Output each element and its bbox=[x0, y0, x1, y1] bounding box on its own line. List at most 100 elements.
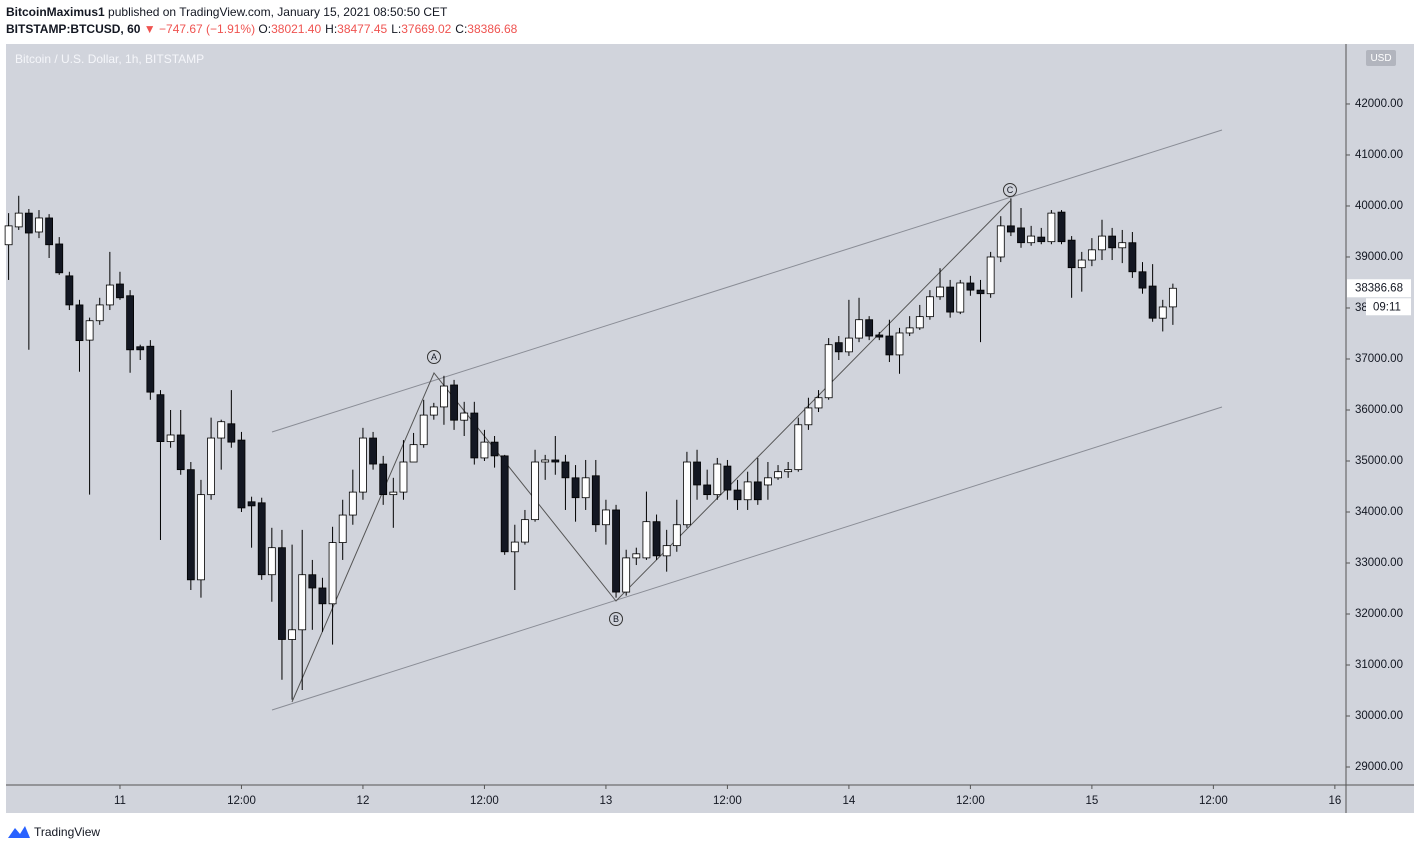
candle-body bbox=[379, 463, 388, 496]
x-tick-label: 16 bbox=[1328, 795, 1341, 807]
x-tick-label: 12 bbox=[357, 795, 370, 807]
candle-body bbox=[642, 521, 651, 559]
candle-body bbox=[966, 282, 975, 291]
y-tick-label: 34000.00 bbox=[1355, 506, 1403, 518]
candle-body bbox=[986, 256, 995, 295]
y-tick-label: 30000.00 bbox=[1355, 710, 1403, 722]
candle-body bbox=[561, 461, 570, 479]
candle-body bbox=[591, 475, 600, 526]
candle-body bbox=[895, 332, 904, 356]
candle-body bbox=[217, 421, 226, 439]
candle-body bbox=[105, 284, 114, 306]
candle-body bbox=[764, 477, 772, 486]
countdown: 09:11 bbox=[1373, 301, 1401, 313]
candle-body bbox=[1087, 249, 1096, 261]
x-tick-label: 12:00 bbox=[956, 795, 985, 807]
candle-body bbox=[1037, 236, 1046, 243]
candles bbox=[4, 195, 1177, 700]
y-tick-label: 39000.00 bbox=[1355, 251, 1403, 263]
wave-marker bbox=[427, 350, 441, 364]
y-tick-label: 36000.00 bbox=[1355, 404, 1403, 416]
candle-body bbox=[774, 471, 782, 479]
candle-body bbox=[227, 423, 236, 443]
wave-marker bbox=[609, 612, 623, 626]
publish-line: BitcoinMaximus1 published on TradingView… bbox=[6, 5, 447, 19]
candle-body bbox=[440, 385, 448, 408]
candle-body bbox=[1006, 225, 1015, 233]
wave-label: B bbox=[613, 614, 619, 624]
candle-body bbox=[814, 397, 823, 409]
candle-body bbox=[1017, 227, 1025, 244]
candle-body bbox=[257, 502, 266, 576]
x-tick-label: 13 bbox=[600, 795, 613, 807]
candle-body bbox=[632, 553, 641, 559]
candle-body bbox=[328, 542, 337, 605]
candle-body bbox=[875, 334, 884, 338]
x-tick-label: 12:00 bbox=[227, 795, 256, 807]
candle-body bbox=[197, 494, 205, 581]
candle-body bbox=[278, 547, 286, 640]
candle-body bbox=[237, 439, 246, 509]
candle-body bbox=[885, 335, 894, 356]
wave-label: A bbox=[431, 352, 437, 362]
x-tick-label: 12:00 bbox=[713, 795, 742, 807]
candle-body bbox=[672, 524, 681, 547]
candle-body bbox=[1108, 235, 1117, 249]
author: BitcoinMaximus1 bbox=[6, 5, 105, 19]
candle-body bbox=[409, 444, 418, 463]
candle-body bbox=[1027, 235, 1036, 244]
candle-body bbox=[1138, 271, 1147, 289]
candle-body bbox=[1168, 287, 1177, 308]
candle-body bbox=[75, 304, 84, 342]
candle-body bbox=[369, 437, 377, 465]
x-tick-label: 14 bbox=[843, 795, 856, 807]
published: published on TradingView.com, January 15… bbox=[108, 5, 448, 19]
y-tick-label: 40000.00 bbox=[1355, 200, 1403, 212]
candle-body bbox=[723, 465, 732, 491]
candle-body bbox=[683, 461, 691, 526]
candle-body bbox=[318, 587, 327, 605]
candle-body bbox=[996, 225, 1005, 258]
candle-body bbox=[166, 434, 175, 443]
last-price-box bbox=[1347, 279, 1411, 298]
candle-body bbox=[541, 459, 550, 463]
candle-body bbox=[612, 509, 620, 593]
brand-name: TradingView bbox=[34, 825, 100, 839]
candle-body bbox=[1057, 211, 1066, 243]
candle-body bbox=[824, 344, 833, 399]
candle-body bbox=[733, 489, 742, 501]
candle-body bbox=[915, 316, 924, 329]
candle-body bbox=[247, 501, 256, 507]
candle-body bbox=[652, 521, 661, 557]
y-tick-label: 33000.00 bbox=[1355, 557, 1403, 569]
candle-body bbox=[480, 441, 489, 459]
candle-body bbox=[298, 574, 307, 631]
candle-body bbox=[24, 212, 33, 234]
candle-body bbox=[551, 459, 560, 463]
candle-body bbox=[510, 541, 519, 553]
candle-body bbox=[176, 434, 185, 471]
candle-body bbox=[359, 437, 367, 493]
candle-body bbox=[753, 481, 762, 501]
candle-body bbox=[267, 547, 276, 576]
ohlc-label: H: bbox=[325, 22, 338, 36]
candle-body bbox=[936, 286, 944, 298]
y-tick-label: 41000.00 bbox=[1355, 149, 1403, 161]
candle-body bbox=[794, 424, 803, 471]
candle-body bbox=[126, 295, 134, 351]
abc-zigzag bbox=[291, 200, 1011, 703]
ohlc: O:38021.40 H:38477.45 L:37669.02 C:38386.68 bbox=[258, 22, 521, 36]
wave-marker bbox=[1003, 183, 1017, 197]
candle-body bbox=[156, 394, 165, 443]
candle-body bbox=[14, 212, 23, 228]
candle-body bbox=[1098, 235, 1106, 251]
candle-body bbox=[308, 574, 317, 589]
last-price-label: 38386.68 bbox=[1355, 282, 1403, 294]
candle-body bbox=[429, 406, 438, 416]
y-tick-label: 31000.00 bbox=[1355, 659, 1403, 671]
ohlc-value: 37669.02 bbox=[401, 22, 452, 36]
wave-label: C bbox=[1007, 185, 1014, 195]
ohlc-value: 38021.40 bbox=[271, 22, 322, 36]
candle-body bbox=[399, 461, 408, 493]
ohlc-value: 38386.68 bbox=[467, 22, 518, 36]
